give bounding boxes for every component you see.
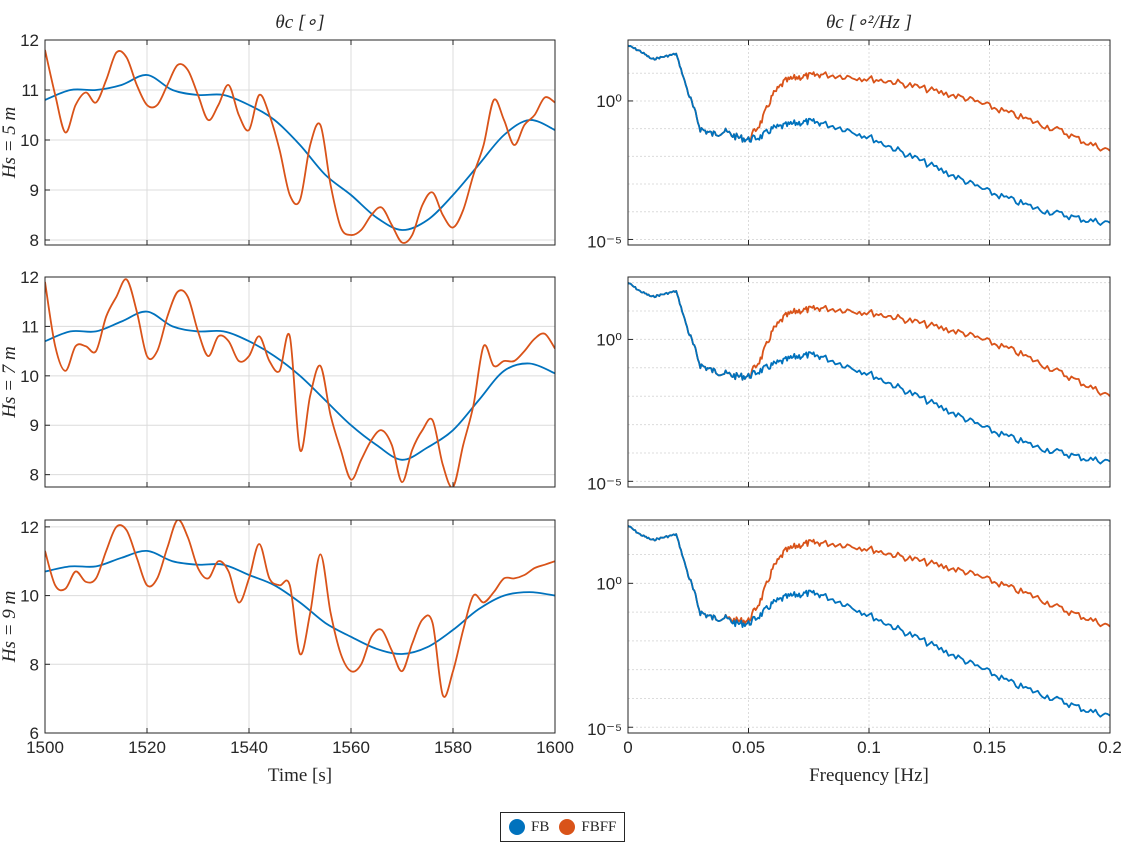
series-line-fb-psd-0 xyxy=(628,44,1110,226)
time-2-xtick-label: 1580 xyxy=(434,738,472,757)
psd-2-xtick-label: 0.05 xyxy=(732,738,765,757)
time-0-ytick-label: 9 xyxy=(30,181,39,200)
time-2-xtick-label: 1500 xyxy=(26,738,64,757)
time-0-ytick-label: 12 xyxy=(20,31,39,50)
series-line-fb-time-0 xyxy=(45,74,555,231)
legend-item-fbff: FBFF xyxy=(559,819,616,836)
time-1-ytick-label: 8 xyxy=(30,466,39,485)
time-0-ytick-label: 8 xyxy=(30,231,39,250)
time-0-ylabel: Hs = 5 m xyxy=(0,107,20,179)
psd-2-xtick-label: 0.2 xyxy=(1098,738,1122,757)
psd-0-ytick-label: 10⁻⁵ xyxy=(587,232,622,251)
time-1-ytick-label: 12 xyxy=(20,268,39,287)
psd-1-ytick-label: 10⁻⁵ xyxy=(587,474,622,493)
series-line-fbff-time-1 xyxy=(45,278,555,487)
time-1-ytick-label: 10 xyxy=(20,367,39,386)
series-line-fb-psd-2 xyxy=(628,525,1110,718)
psd-0-title: θc [∘²/Hz ] xyxy=(826,12,912,33)
time-1-ytick-label: 9 xyxy=(30,416,39,435)
legend-item-fb: FB xyxy=(509,819,549,836)
psd-2-xlabel: Frequency [Hz] xyxy=(809,765,929,786)
time-0-ytick-label: 11 xyxy=(21,81,39,100)
time-2-ytick-label: 12 xyxy=(20,518,39,537)
time-1-ytick-label: 11 xyxy=(21,317,39,336)
psd-2-xtick-label: 0.1 xyxy=(857,738,881,757)
legend-marker-fbff xyxy=(559,819,576,835)
legend-marker-fb xyxy=(509,819,525,835)
psd-2-xtick-label: 0.15 xyxy=(973,738,1006,757)
psd-1-ytick-label: 10⁰ xyxy=(596,330,622,349)
time-2-xtick-label: 1560 xyxy=(332,738,370,757)
legend-label-fbff: FBFF xyxy=(581,818,617,835)
psd-2-xtick-label: 0 xyxy=(623,738,632,757)
series-line-fbff-time-0 xyxy=(45,49,555,244)
time-2-xtick-label: 1540 xyxy=(230,738,268,757)
series-line-fb-time-2 xyxy=(45,549,555,655)
time-2-xtick-label: 1600 xyxy=(536,738,574,757)
time-0-ytick-label: 10 xyxy=(20,131,39,150)
psd-2-ytick-label: 10⁰ xyxy=(596,574,622,593)
time-0-title: θc [∘] xyxy=(275,12,324,33)
psd-0-axes-box xyxy=(627,39,1111,246)
psd-0-ytick-label: 10⁰ xyxy=(596,92,622,111)
time-0-axes-box xyxy=(44,39,556,246)
time-2-ylabel: Hs = 9 m xyxy=(0,591,20,663)
figure: 8 9 10 11 12 θc [∘] Hs = 5 m 8 9 10 11 12 Hs = 7 m 15… xyxy=(0,12,1122,786)
time-2-xtick-label: 1520 xyxy=(128,738,166,757)
time-2-xlabel: Time [s] xyxy=(268,765,332,786)
time-2-ytick-label: 8 xyxy=(30,655,39,674)
series-line-fb-time-1 xyxy=(45,310,555,461)
legend-label-fb: FB xyxy=(531,818,550,835)
time-2-ytick-label: 6 xyxy=(30,724,39,743)
time-1-ylabel: Hs = 7 m xyxy=(0,346,20,418)
series-line-fb-psd-1 xyxy=(628,281,1110,465)
time-2-ytick-label: 10 xyxy=(20,587,39,606)
series-line-fbff-time-2 xyxy=(45,520,555,698)
time-2-axes-box xyxy=(44,519,556,734)
psd-2-ytick-label: 10⁻⁵ xyxy=(587,720,622,739)
legend: FB FBFF xyxy=(500,812,626,842)
time-1-axes-box xyxy=(44,276,556,488)
